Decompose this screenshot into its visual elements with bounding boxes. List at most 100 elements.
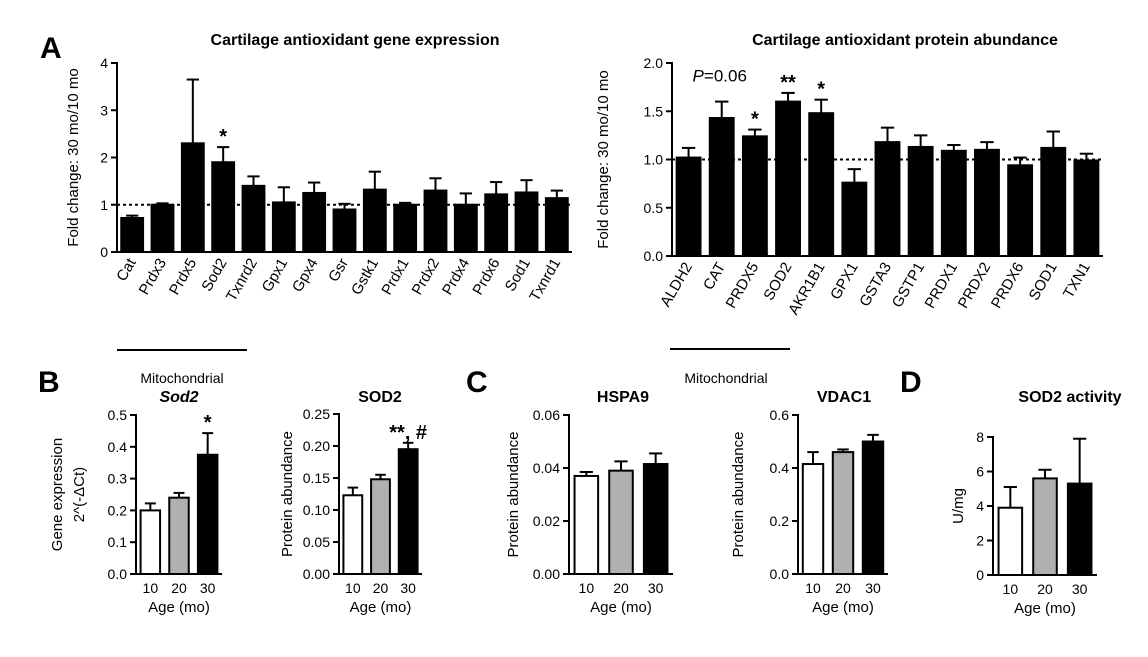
y-tick-label: 0.05 bbox=[303, 534, 330, 550]
chart-title: HSPA9 bbox=[597, 389, 649, 406]
bar-10 bbox=[573, 474, 600, 576]
y-tick-label: 0.04 bbox=[533, 460, 560, 476]
y-tick-label: 0 bbox=[100, 244, 108, 260]
x-axis-label: Age (mo) bbox=[590, 599, 652, 616]
chart-title: Cartilage antioxidant gene expression bbox=[211, 32, 500, 49]
category-label: Prdx6 bbox=[469, 255, 503, 297]
y-tick-label: 0.06 bbox=[533, 407, 560, 423]
annotation-p-value: P=0.06 bbox=[693, 67, 747, 86]
bar-sod2 bbox=[211, 161, 236, 254]
y-axis-label-2: 2^(-ΔCt) bbox=[71, 467, 88, 522]
chart-a1: Cartilage antioxidant gene expression 0 1 2… bbox=[65, 32, 572, 386]
y-tick-label: 0.3 bbox=[108, 471, 128, 487]
y-tick-label: 8 bbox=[976, 429, 984, 445]
chart-b2: SOD2 0.00 0.05 0.10 0.15 0.20 0.25 Protein abun… bbox=[279, 389, 427, 616]
bar-gsta3 bbox=[874, 141, 901, 258]
bar-20 bbox=[168, 496, 190, 575]
category-label: 30 bbox=[1072, 581, 1088, 597]
group-label: Mitochondrial bbox=[684, 370, 767, 386]
category-label: TXN1 bbox=[1060, 260, 1094, 302]
group-label: Mitochondrial bbox=[140, 370, 223, 386]
annotation-significance: * bbox=[204, 412, 212, 434]
y-tick-label: 1 bbox=[100, 197, 108, 213]
bar-20 bbox=[831, 451, 855, 576]
x-axis-label: Age (mo) bbox=[148, 599, 210, 616]
y-tick-label: 0.00 bbox=[303, 566, 330, 582]
category-label: 10 bbox=[805, 580, 821, 596]
y-tick-label: 3 bbox=[100, 102, 108, 118]
category-label: 20 bbox=[373, 580, 389, 596]
category-label: Gpx1 bbox=[259, 256, 292, 296]
bar-txnrd1 bbox=[544, 197, 569, 253]
bar-30 bbox=[397, 448, 419, 576]
bar-prdx1 bbox=[393, 203, 418, 253]
bar-30 bbox=[861, 440, 885, 575]
bar-gpx1 bbox=[841, 181, 868, 257]
annotation-significance: ** bbox=[780, 72, 796, 94]
category-label: Gsr bbox=[325, 256, 352, 285]
category-label: Prdx2 bbox=[409, 256, 443, 298]
chart-title: SOD2 activity bbox=[1018, 389, 1121, 406]
category-label: 10 bbox=[143, 580, 159, 596]
bar-30 bbox=[642, 463, 669, 575]
panel-letter-c: C bbox=[466, 366, 488, 399]
category-label: 20 bbox=[1037, 581, 1053, 597]
category-label: ALDH2 bbox=[657, 260, 696, 310]
y-axis-label: Protein abundance bbox=[279, 431, 296, 557]
y-tick-label: 2 bbox=[976, 533, 984, 549]
bar-30 bbox=[196, 453, 219, 575]
chart-title: Sod2 bbox=[159, 389, 198, 406]
y-tick-label: 1.5 bbox=[644, 103, 664, 119]
bar-prdx6 bbox=[1007, 164, 1034, 257]
category-label: PRDX6 bbox=[988, 260, 1028, 312]
bar-prdx2 bbox=[974, 148, 1000, 258]
category-label: CAT bbox=[700, 260, 729, 294]
bar-akr1b1 bbox=[808, 112, 835, 258]
bar-prdx6 bbox=[484, 193, 509, 253]
y-tick-label: 0.02 bbox=[533, 513, 560, 529]
category-label: Gpx4 bbox=[289, 256, 322, 296]
bar-gstk1 bbox=[362, 188, 387, 254]
y-axis-label: Protein abundance bbox=[505, 432, 522, 558]
bar-txnrd2 bbox=[241, 184, 266, 254]
category-label: 10 bbox=[345, 580, 361, 596]
category-label: 10 bbox=[579, 580, 595, 596]
category-label: Prdx5 bbox=[166, 256, 200, 298]
panel-letter-d: D bbox=[900, 366, 922, 399]
bar-10 bbox=[997, 506, 1024, 577]
category-label: 10 bbox=[1003, 581, 1019, 597]
y-tick-label: 0 bbox=[976, 567, 984, 583]
annotation-significance: * bbox=[751, 109, 759, 131]
y-tick-label: 0.0 bbox=[770, 566, 790, 582]
y-tick-label: 0.10 bbox=[303, 502, 330, 518]
category-label: Prdx1 bbox=[378, 256, 412, 298]
bar-20 bbox=[608, 469, 634, 575]
bar-sod1 bbox=[514, 191, 539, 253]
bar-gpx1 bbox=[271, 201, 296, 253]
category-label: 30 bbox=[648, 580, 664, 596]
bar-prdx1 bbox=[940, 149, 967, 257]
y-axis-label: Protein abundance bbox=[730, 432, 747, 558]
category-label: 20 bbox=[613, 580, 629, 596]
panel-letter-b: B bbox=[38, 366, 60, 399]
category-label: 30 bbox=[400, 580, 416, 596]
chart-title: Cartilage antioxidant protein abundance bbox=[752, 32, 1058, 49]
chart-title: VDAC1 bbox=[817, 389, 871, 406]
category-label: 20 bbox=[171, 580, 187, 596]
y-axis-label: Fold change: 30 mo/10 mo bbox=[595, 70, 612, 248]
y-tick-label: 0.25 bbox=[303, 406, 330, 422]
chart-d1: SOD2 activity 0 2 4 6 8 U/mg 10 20 30 Age (mo) bbox=[950, 389, 1122, 617]
bar-aldh2 bbox=[675, 156, 702, 258]
bar-cat bbox=[120, 216, 145, 253]
category-label: SOD2 bbox=[760, 260, 795, 304]
y-tick-label: 6 bbox=[976, 464, 984, 480]
category-label: PRDX5 bbox=[723, 260, 763, 312]
y-tick-label: 4 bbox=[976, 498, 984, 514]
bar-prdx3 bbox=[150, 203, 175, 253]
bar-gpx4 bbox=[302, 191, 327, 253]
bar-gstp1 bbox=[907, 145, 934, 257]
y-tick-label: 0.4 bbox=[770, 460, 790, 476]
bar-20 bbox=[1032, 477, 1058, 576]
y-tick-label: 0.0 bbox=[644, 248, 664, 264]
y-tick-label: 0.20 bbox=[303, 438, 330, 454]
